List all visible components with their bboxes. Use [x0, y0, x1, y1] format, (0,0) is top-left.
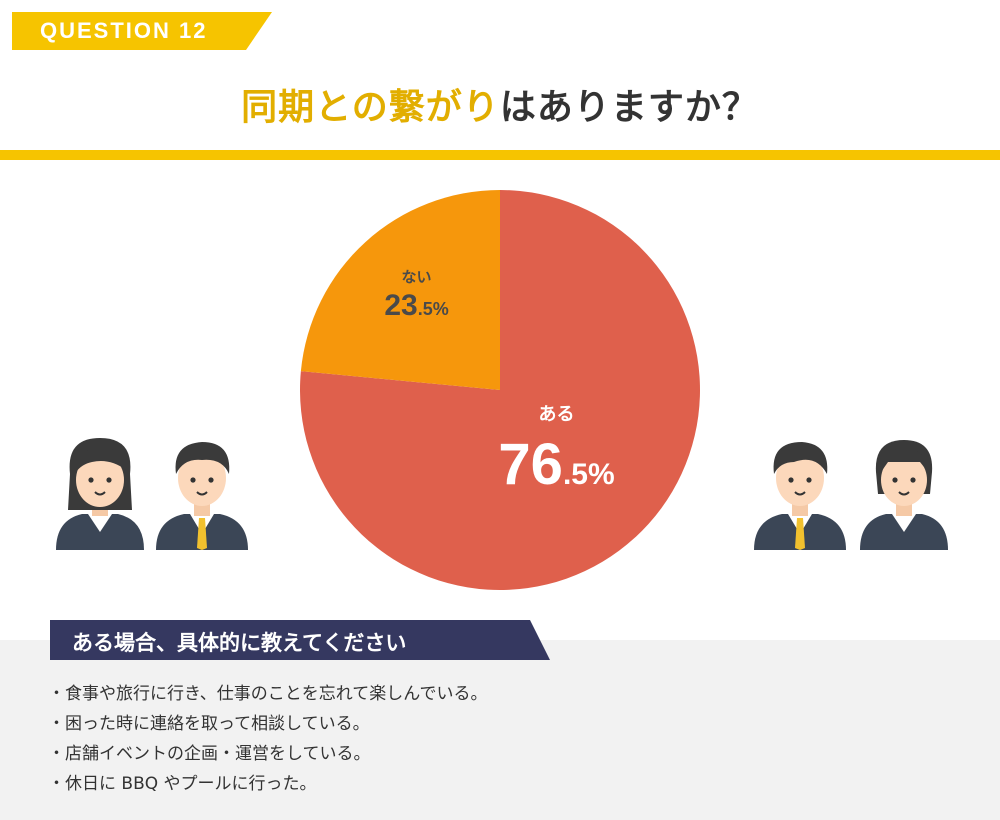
slice-value: 76.5% — [498, 432, 614, 497]
list-item: 休日に BBQ やプールに行った。 — [48, 770, 487, 800]
section-heading: ある場合、具体的に教えてください — [50, 620, 550, 660]
yellow-divider — [0, 150, 1000, 160]
question-badge: QUESTION 12 — [12, 12, 272, 50]
slice-label: ない — [402, 268, 432, 286]
list-item: 店舗イベントの企画・運営をしている。 — [48, 740, 487, 770]
list-item: 食事や旅行に行き、仕事のことを忘れて楽しんでいる。 — [48, 680, 487, 710]
slice-label: ある — [539, 404, 575, 425]
title-highlight: 同期との繋がり — [241, 87, 500, 128]
male-employee-icon — [754, 442, 846, 550]
pie-chart: ある 76.5% ない 23.5% — [299, 190, 700, 590]
female-employee-icon — [56, 438, 144, 550]
page-title: 同期との繋がりはありますか？ — [0, 78, 1000, 130]
pie-slice-no — [300, 190, 500, 390]
male-employee-icon — [156, 442, 248, 550]
chart-area: ある 76.5% ない 23.5% — [0, 160, 1000, 620]
slice-value: 23.5% — [384, 289, 448, 322]
list-item: 困った時に連絡を取って相談している。 — [48, 710, 487, 740]
section-heading-text: ある場合、具体的に教えてください — [72, 631, 407, 655]
title-rest: はありますか？ — [499, 87, 759, 128]
question-number: QUESTION 12 — [40, 18, 208, 43]
answer-list: 食事や旅行に行き、仕事のことを忘れて楽しんでいる。 困った時に連絡を取って相談し… — [48, 680, 487, 800]
female-employee-icon — [860, 440, 948, 550]
